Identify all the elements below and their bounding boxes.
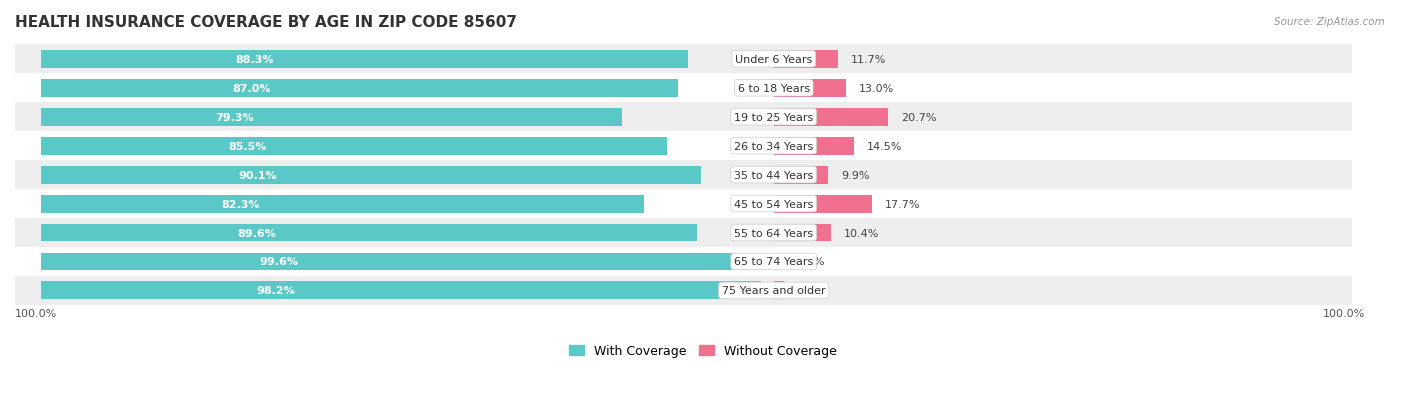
Text: 98.2%: 98.2%: [257, 286, 295, 296]
Bar: [41, 195, 644, 213]
Text: 20.7%: 20.7%: [901, 112, 936, 122]
Text: 45 to 54 Years: 45 to 54 Years: [734, 199, 813, 209]
Bar: [41, 51, 688, 69]
Bar: [41, 108, 621, 126]
Text: 11.7%: 11.7%: [851, 55, 887, 64]
Bar: [773, 195, 872, 213]
Text: Source: ZipAtlas.com: Source: ZipAtlas.com: [1274, 17, 1385, 26]
Text: 1.8%: 1.8%: [797, 286, 825, 296]
Text: 82.3%: 82.3%: [222, 199, 260, 209]
Bar: [15, 247, 1353, 276]
Text: 19 to 25 Years: 19 to 25 Years: [734, 112, 813, 122]
Bar: [41, 253, 770, 271]
Text: 9.9%: 9.9%: [841, 170, 870, 180]
Bar: [41, 137, 668, 155]
Bar: [773, 108, 889, 126]
Bar: [773, 137, 853, 155]
Bar: [773, 51, 838, 69]
Text: 87.0%: 87.0%: [232, 83, 270, 93]
Bar: [41, 282, 761, 300]
Bar: [41, 166, 702, 184]
Text: 100.0%: 100.0%: [15, 309, 58, 319]
Bar: [773, 166, 828, 184]
Text: 65 to 74 Years: 65 to 74 Years: [734, 257, 813, 267]
Legend: With Coverage, Without Coverage: With Coverage, Without Coverage: [564, 339, 842, 363]
Text: HEALTH INSURANCE COVERAGE BY AGE IN ZIP CODE 85607: HEALTH INSURANCE COVERAGE BY AGE IN ZIP …: [15, 15, 517, 30]
Bar: [15, 190, 1353, 218]
Text: 26 to 34 Years: 26 to 34 Years: [734, 141, 813, 151]
Text: 88.3%: 88.3%: [235, 55, 273, 64]
Text: 55 to 64 Years: 55 to 64 Years: [734, 228, 813, 238]
Bar: [15, 45, 1353, 74]
Bar: [773, 253, 776, 271]
Bar: [41, 80, 679, 97]
Bar: [15, 276, 1353, 305]
Text: 100.0%: 100.0%: [1323, 309, 1365, 319]
Text: 10.4%: 10.4%: [844, 228, 880, 238]
Bar: [773, 224, 831, 242]
Bar: [15, 218, 1353, 247]
Text: 89.6%: 89.6%: [238, 228, 277, 238]
Text: 14.5%: 14.5%: [866, 141, 903, 151]
Text: 13.0%: 13.0%: [859, 83, 894, 93]
Text: Under 6 Years: Under 6 Years: [735, 55, 813, 64]
Text: 75 Years and older: 75 Years and older: [721, 286, 825, 296]
Bar: [15, 103, 1353, 132]
Text: 99.6%: 99.6%: [260, 257, 298, 267]
Text: 79.3%: 79.3%: [215, 112, 253, 122]
Bar: [15, 161, 1353, 190]
Bar: [773, 80, 845, 97]
Text: 85.5%: 85.5%: [229, 141, 267, 151]
Text: 0.44%: 0.44%: [789, 257, 824, 267]
Text: 17.7%: 17.7%: [884, 199, 920, 209]
Text: 90.1%: 90.1%: [239, 170, 277, 180]
Text: 6 to 18 Years: 6 to 18 Years: [738, 83, 810, 93]
Bar: [15, 74, 1353, 103]
Bar: [15, 132, 1353, 161]
Bar: [41, 224, 697, 242]
Bar: [773, 282, 783, 300]
Text: 35 to 44 Years: 35 to 44 Years: [734, 170, 813, 180]
